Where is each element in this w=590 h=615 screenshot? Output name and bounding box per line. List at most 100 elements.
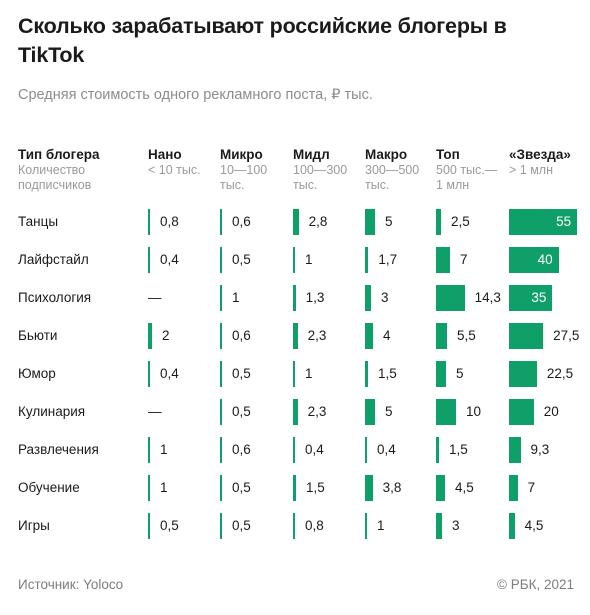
cell-value: 2,8 [308, 214, 328, 229]
value-bar [220, 513, 222, 539]
table-cell: 0,4 [148, 361, 218, 387]
table-cell: 2,3 [293, 399, 363, 425]
value-bar [436, 247, 450, 273]
row-label: Танцы [18, 214, 59, 229]
table-cell: 4,5 [509, 513, 579, 539]
cell-value: 10 [466, 404, 482, 419]
column-subheader: тыс. [220, 178, 245, 192]
table-cell: 40 [509, 247, 579, 273]
cell-value: 2,3 [307, 328, 327, 343]
table-cell: 1 [293, 361, 363, 387]
table-cell: 0,6 [220, 437, 290, 463]
chart-title: Сколько зарабатывают российские блогеры … [18, 14, 507, 67]
table-cell: 5 [365, 399, 435, 425]
type-header: Тип блогера [18, 147, 100, 162]
cell-value: 5 [385, 214, 393, 229]
table-cell: 55 [509, 209, 579, 235]
value-bar [220, 437, 222, 463]
column-subheader: 1 млн [436, 178, 470, 192]
value-bar [148, 323, 152, 349]
value-bar [436, 361, 446, 387]
row-label: Психология [18, 290, 92, 305]
value-bar [293, 475, 296, 501]
column-subheader: > 1 млн [509, 163, 553, 177]
table-cell: 1 [365, 513, 435, 539]
table-cell: 3 [365, 285, 435, 311]
table-cell: 0,5 [220, 513, 290, 539]
table-cell: 1,5 [293, 475, 363, 501]
table-cell: 5 [436, 361, 506, 387]
value-bar [293, 437, 295, 463]
cell-value: 7 [527, 480, 536, 495]
value-bar [220, 323, 222, 349]
value-bar [509, 399, 534, 425]
cell-value: 2,3 [307, 404, 327, 419]
table-cell: 5,5 [436, 323, 506, 349]
value-bar [220, 399, 222, 425]
cell-value: 0,8 [305, 518, 324, 533]
value-bar [148, 247, 150, 273]
row-label: Кулинария [18, 404, 86, 419]
cell-value: 55 [556, 214, 572, 229]
table-cell: 1,3 [293, 285, 363, 311]
row-label: Игры [18, 518, 50, 533]
value-bar [148, 437, 150, 463]
cell-value: 1,5 [449, 442, 468, 457]
cell-value: 4 [383, 328, 391, 343]
cell-value: 0,6 [232, 442, 251, 457]
table-cell: 27,5 [509, 323, 579, 349]
row-label: Бьюти [18, 328, 58, 343]
cell-value: 0,5 [232, 480, 251, 495]
value-bar [365, 399, 375, 425]
table-cell: 0,4 [148, 247, 218, 273]
value-bar [293, 209, 299, 235]
cell-value: 1,5 [378, 366, 397, 381]
table-cell: 0,6 [220, 209, 290, 235]
table-cell: 2,5 [436, 209, 506, 235]
column-subheader: 300—500 [365, 163, 420, 177]
cell-value: 35 [531, 290, 547, 305]
value-bar [220, 361, 222, 387]
table-cell: 1 [293, 247, 363, 273]
table-cell: 20 [509, 399, 579, 425]
cell-value: 4,5 [524, 518, 544, 533]
cell-value: 0,4 [160, 366, 179, 381]
table-cell: 9,3 [509, 437, 579, 463]
table-cell: 1,5 [436, 437, 506, 463]
cell-value: 1,7 [378, 252, 398, 267]
column-header: Микро [220, 147, 263, 162]
table-cell: 7 [509, 475, 579, 501]
value-bar [293, 323, 298, 349]
value-bar [365, 437, 367, 463]
value-bar [220, 247, 222, 273]
row-label: Развлечения [18, 442, 99, 457]
table-cell: 1,5 [365, 361, 435, 387]
value-bar [293, 361, 295, 387]
cell-value: 9,3 [530, 442, 550, 457]
table-cell: 0,5 [148, 513, 218, 539]
cell-value: 1 [305, 366, 313, 381]
cell-value: 0,6 [232, 214, 251, 229]
cell-value: 0,4 [377, 442, 396, 457]
table-cell: 2 [148, 323, 218, 349]
table-cell: 0,8 [293, 513, 363, 539]
value-bar [436, 475, 445, 501]
value-bar [509, 247, 559, 273]
cell-value: 0,5 [160, 518, 179, 533]
value-bar [365, 247, 369, 273]
column-header: Нано [148, 147, 182, 162]
table-cell: 0,5 [220, 399, 290, 425]
cell-value: 1,5 [306, 480, 325, 495]
value-bar [436, 399, 456, 425]
value-bar [509, 513, 515, 539]
value-bar [365, 209, 375, 235]
cell-value: 0,6 [232, 328, 251, 343]
value-bar [509, 285, 553, 311]
value-bar [293, 285, 296, 311]
value-bar [148, 475, 150, 501]
cell-value: 1 [305, 252, 313, 267]
table-cell: 3 [436, 513, 506, 539]
cell-value: 1,3 [305, 290, 325, 305]
cell-value: 1 [160, 480, 168, 495]
table-cell: 0,4 [365, 437, 435, 463]
